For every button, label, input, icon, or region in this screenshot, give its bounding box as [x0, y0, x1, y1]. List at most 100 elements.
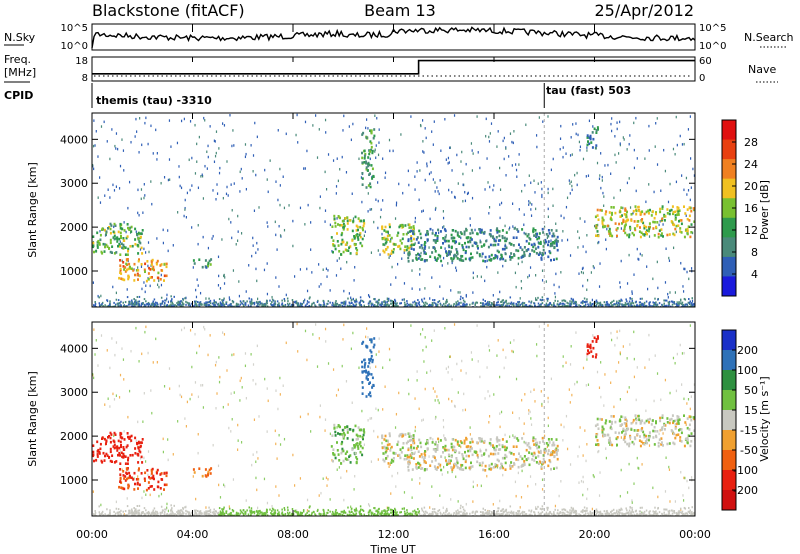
- velocity-noise-point: [92, 372, 94, 376]
- power-noise-point: [390, 238, 392, 241]
- power-echo-8: [655, 225, 657, 229]
- power-ground-scatter-point: [391, 301, 394, 304]
- power-noise-point: [97, 155, 99, 158]
- power-ground-scatter-point: [466, 303, 468, 306]
- power-noise-point: [602, 191, 604, 195]
- velocity-noise-point: [577, 455, 579, 458]
- power-noise-point: [514, 271, 517, 275]
- power-ground-scatter-point: [199, 302, 201, 305]
- velocity-ground-scatter-point: [539, 513, 541, 516]
- power-noise-point: [605, 247, 607, 251]
- power-echo-6: [478, 254, 481, 258]
- velocity-noise-point: [668, 465, 670, 469]
- power-echo-1: [127, 274, 130, 278]
- power-echo-6: [494, 254, 497, 257]
- velocity-ground-scatter-point: [354, 510, 356, 513]
- power-noise-point: [419, 169, 421, 172]
- velocity-ground-scatter-point: [176, 511, 178, 514]
- power-noise-point: [521, 189, 523, 193]
- power-ground-scatter-point: [101, 303, 103, 306]
- power-ground-scatter-point: [383, 305, 386, 307]
- power-echo-6: [521, 228, 524, 231]
- power-ground-scatter-point: [332, 305, 335, 307]
- power-noise-point: [578, 140, 581, 144]
- power-noise-point: [487, 181, 489, 184]
- power-ground-scatter-point: [631, 304, 633, 307]
- power-echo-6: [498, 230, 501, 233]
- velocity-ground-scatter-point: [368, 510, 371, 513]
- power-noise-point: [524, 184, 526, 187]
- power-ground-scatter-point: [222, 299, 225, 302]
- power-echo-6: [437, 228, 440, 232]
- velocity-noise-point: [500, 410, 503, 414]
- velocity-ground-scatter-point: [677, 511, 679, 514]
- power-noise-point: [319, 206, 321, 210]
- power-noise-point: [656, 117, 658, 120]
- power-ground-scatter-point: [152, 300, 154, 303]
- power-ground-scatter-point: [675, 305, 677, 307]
- velocity-noise-point: [343, 498, 345, 502]
- power-echo-6: [547, 243, 549, 247]
- power-noise-point: [215, 130, 218, 133]
- velocity-ground-scatter-point: [518, 510, 520, 513]
- velocity-noise-point: [342, 338, 344, 341]
- power-noise-point: [453, 114, 456, 117]
- power-ground-scatter-point: [142, 301, 144, 304]
- power-ground-scatter-point: [591, 302, 594, 305]
- power-noise-point: [167, 229, 169, 232]
- velocity-ground-scatter-point: [338, 513, 340, 516]
- power-echo-7: [594, 146, 597, 150]
- power-ground-scatter-point: [618, 304, 620, 307]
- power-ground-scatter-point: [645, 304, 647, 307]
- velocity-ground-scatter-point: [297, 513, 300, 516]
- velocity-ground-scatter-point: [291, 508, 294, 511]
- power-ground-scatter-point: [348, 305, 351, 307]
- power-ground-scatter-point: [626, 300, 628, 303]
- velocity-ground-scatter-point: [244, 512, 247, 515]
- power-noise-point: [365, 118, 368, 121]
- power-echo-1: [163, 279, 165, 282]
- power-ground-scatter-point: [208, 304, 210, 307]
- power-echo-0: [141, 252, 144, 255]
- power-echo-8: [642, 221, 645, 225]
- power-noise-point: [560, 271, 562, 274]
- velocity-ground-scatter-point: [391, 509, 394, 512]
- power-echo-8: [637, 205, 640, 209]
- power-noise-point: [196, 142, 198, 146]
- power-noise-point: [271, 295, 273, 299]
- velocity-noise-point: [571, 393, 573, 397]
- power-echo-6: [455, 255, 458, 258]
- power-ground-scatter-point: [182, 305, 184, 307]
- power-ground-scatter-point: [554, 305, 557, 307]
- velocity-ground-scatter-point: [571, 510, 573, 513]
- velocity-ground-scatter-point: [182, 514, 184, 516]
- power-echo-6: [496, 249, 499, 253]
- power-ground-scatter-point: [256, 300, 258, 303]
- power-echo-1: [119, 264, 122, 267]
- power-echo-6: [551, 234, 554, 238]
- power-noise-point: [267, 225, 269, 228]
- power-noise-point: [288, 204, 290, 207]
- power-echo-1: [137, 269, 140, 272]
- power-echo-6: [447, 244, 450, 248]
- power-ground-scatter-point: [117, 299, 120, 302]
- power-echo-8: [610, 218, 613, 222]
- power-echo-6: [418, 246, 421, 249]
- power-echo-6: [444, 235, 447, 239]
- power-noise-point: [449, 146, 451, 150]
- power-echo-5: [382, 243, 385, 246]
- power-noise-point: [134, 135, 136, 138]
- power-echo-8: [680, 231, 683, 234]
- velocity-noise-point: [145, 493, 147, 496]
- velocity-noise-point: [145, 460, 147, 463]
- power-ground-scatter-point: [460, 295, 462, 298]
- velocity-noise-point: [390, 447, 392, 450]
- velocity-ground-scatter-point: [118, 514, 120, 516]
- power-echo-5: [408, 246, 411, 250]
- power-noise-point: [375, 144, 377, 147]
- velocity-noise-point: [327, 478, 329, 481]
- velocity-noise-point: [337, 388, 339, 392]
- power-echo-8: [623, 227, 626, 231]
- velocity-ground-scatter-point: [272, 508, 275, 511]
- velocity-noise-point: [307, 412, 309, 416]
